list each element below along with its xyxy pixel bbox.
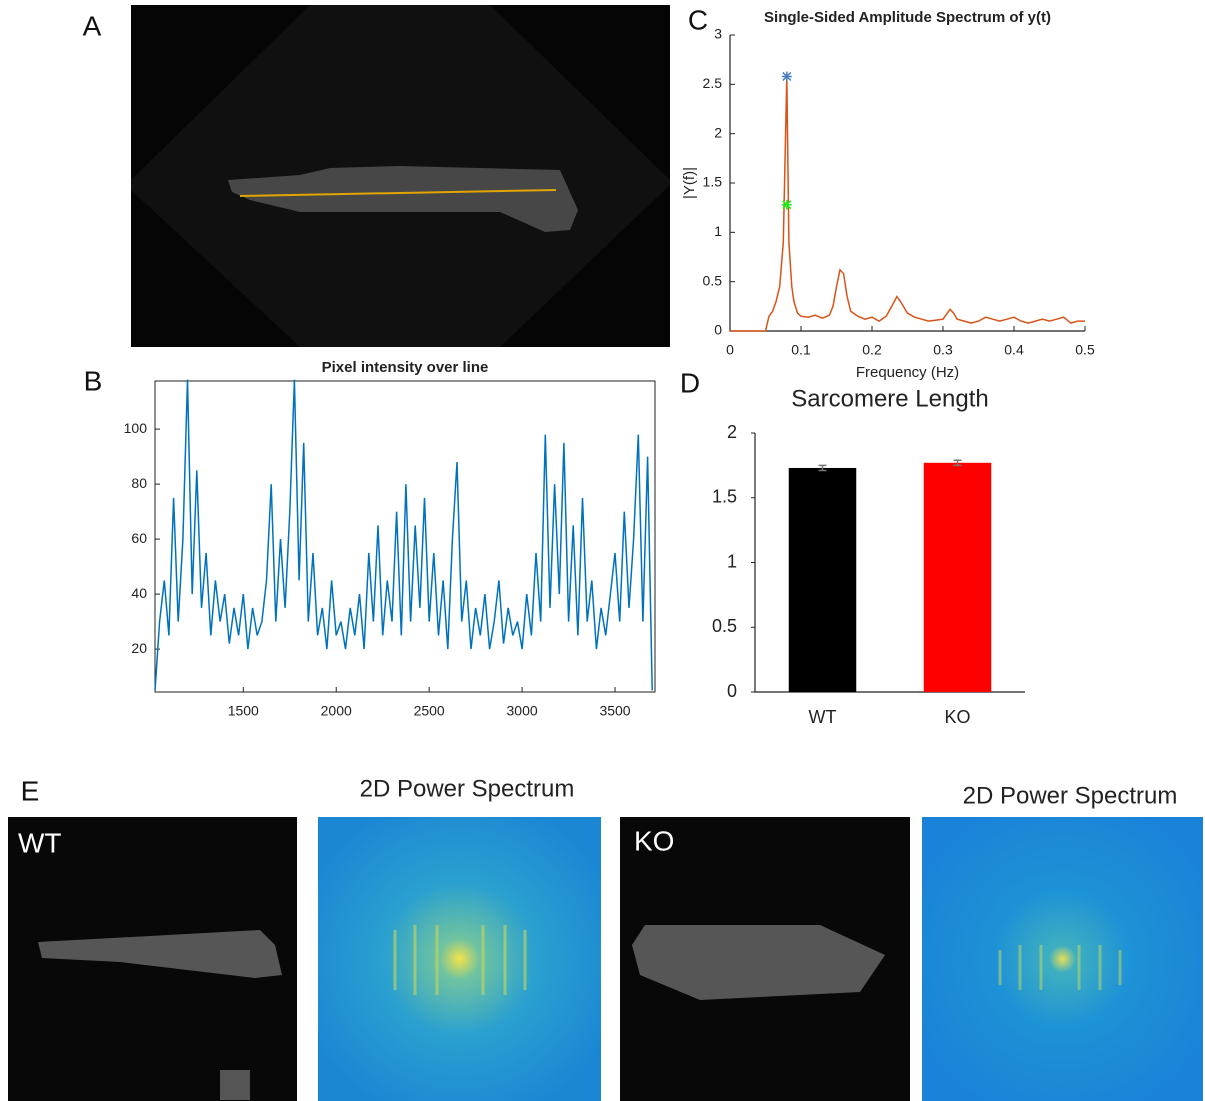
y-tick-label: 40 bbox=[131, 585, 147, 601]
x-tick-label: 0.5 bbox=[1075, 342, 1095, 358]
y-tick-label: 1 bbox=[714, 223, 722, 239]
microscopy-image-a bbox=[131, 5, 670, 347]
x-tick-label: 2500 bbox=[414, 703, 445, 719]
image-label: KO bbox=[634, 825, 674, 856]
image-label: WT bbox=[18, 827, 62, 858]
y-tick-label: 3 bbox=[714, 26, 722, 42]
x-tick-label: 0 bbox=[726, 342, 734, 358]
chart-title: Pixel intensity over line bbox=[322, 359, 489, 376]
x-tick-label: 0.4 bbox=[1004, 342, 1024, 358]
panel-label: E bbox=[21, 775, 40, 806]
y-tick-label: 0 bbox=[714, 322, 722, 338]
y-axis-label: |Y(f)| bbox=[681, 167, 698, 199]
x-tick-label: 1500 bbox=[228, 703, 259, 719]
x-tick-label: 0.1 bbox=[791, 342, 811, 358]
data-line bbox=[154, 379, 653, 691]
image-title: 2D Power Spectrum bbox=[360, 775, 575, 802]
x-tick-label: WT bbox=[809, 707, 837, 727]
panel-label: D bbox=[680, 367, 700, 398]
panel-label: B bbox=[84, 365, 103, 396]
x-tick-label: 3500 bbox=[599, 703, 630, 719]
y-tick-label: 1 bbox=[727, 551, 737, 571]
microscopy-image-wt bbox=[8, 817, 297, 1101]
y-tick-label: 80 bbox=[131, 475, 147, 491]
data-line bbox=[730, 76, 1085, 332]
y-tick-label: 100 bbox=[124, 420, 148, 436]
x-tick-label: 3000 bbox=[507, 703, 538, 719]
x-axis-label: Frequency (Hz) bbox=[856, 364, 959, 381]
y-tick-label: 0.5 bbox=[703, 272, 723, 288]
plot-frame bbox=[154, 380, 656, 693]
image-title: 2D Power Spectrum bbox=[963, 782, 1178, 809]
y-tick-label: 20 bbox=[131, 640, 147, 656]
y-tick-label: 2 bbox=[727, 422, 737, 442]
error-bar bbox=[953, 459, 962, 467]
bar bbox=[788, 467, 857, 692]
x-tick-label: 0.3 bbox=[933, 342, 953, 358]
x-tick-label: 0.2 bbox=[862, 342, 882, 358]
y-tick-label: 1.5 bbox=[703, 174, 723, 190]
peak-marker bbox=[781, 199, 792, 210]
power-spectrum-ko bbox=[922, 817, 1203, 1101]
x-tick-label: KO bbox=[944, 707, 970, 727]
panel-label: C bbox=[688, 4, 708, 35]
error-bar bbox=[818, 464, 827, 472]
bar bbox=[923, 462, 992, 692]
y-tick-label: 2 bbox=[714, 124, 722, 140]
y-tick-label: 1.5 bbox=[712, 487, 737, 507]
x-tick-label: 2000 bbox=[321, 703, 352, 719]
peak-marker bbox=[781, 71, 792, 82]
panel-label: A bbox=[83, 10, 102, 41]
y-tick-label: 60 bbox=[131, 530, 147, 546]
y-tick-label: 0.5 bbox=[712, 616, 737, 636]
y-tick-label: 2.5 bbox=[703, 75, 723, 91]
chart-title: Single-Sided Amplitude Spectrum of y(t) bbox=[764, 9, 1051, 26]
y-tick-label: 0 bbox=[727, 681, 737, 701]
microscopy-image-ko bbox=[620, 817, 910, 1101]
power-spectrum-wt bbox=[318, 817, 601, 1101]
chart-title: Sarcomere Length bbox=[791, 385, 988, 412]
